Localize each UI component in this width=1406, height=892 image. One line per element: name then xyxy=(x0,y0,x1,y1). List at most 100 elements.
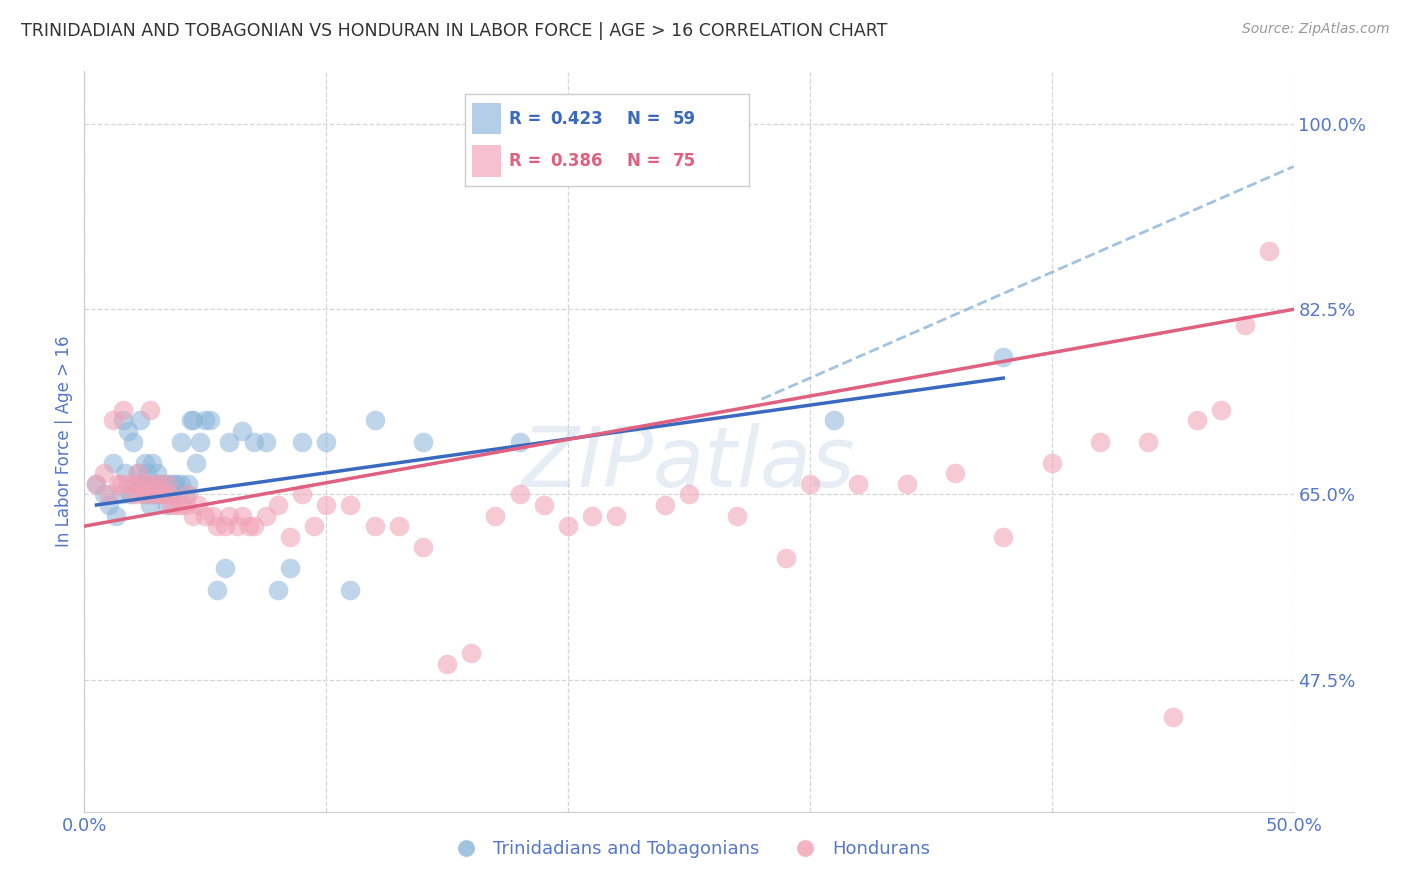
Point xyxy=(198,413,221,427)
Point xyxy=(160,487,183,501)
Point xyxy=(127,467,149,481)
Point xyxy=(129,487,152,501)
Point xyxy=(136,467,159,481)
Point xyxy=(1185,413,1208,427)
Point xyxy=(291,434,314,449)
Point xyxy=(180,413,202,427)
Point xyxy=(231,424,253,438)
Point xyxy=(103,413,125,427)
Point xyxy=(148,476,170,491)
Point xyxy=(605,508,627,523)
Point xyxy=(157,476,180,491)
Point xyxy=(242,519,264,533)
Point xyxy=(214,561,236,575)
Point xyxy=(174,498,197,512)
Point xyxy=(146,467,169,481)
Point xyxy=(120,487,142,501)
Point xyxy=(127,467,149,481)
Point xyxy=(112,402,135,417)
Point xyxy=(155,498,177,512)
Point xyxy=(114,467,136,481)
Point xyxy=(141,487,163,501)
Point xyxy=(187,498,209,512)
Point xyxy=(190,434,212,449)
Point xyxy=(163,476,186,491)
Point xyxy=(117,424,139,438)
Point xyxy=(799,476,821,491)
Point xyxy=(194,413,217,427)
Point xyxy=(138,402,160,417)
Point xyxy=(165,476,187,491)
Point xyxy=(129,413,152,427)
Point xyxy=(129,476,152,491)
Point xyxy=(388,519,411,533)
Point xyxy=(93,467,115,481)
Point xyxy=(138,498,160,512)
Point xyxy=(775,550,797,565)
Point xyxy=(165,498,187,512)
Point xyxy=(242,434,264,449)
Point xyxy=(207,519,229,533)
Text: ZIPatlas: ZIPatlas xyxy=(522,423,856,504)
Point xyxy=(267,582,290,597)
Point xyxy=(278,561,301,575)
Point xyxy=(339,582,361,597)
Point xyxy=(160,498,183,512)
Point xyxy=(412,434,434,449)
Text: Source: ZipAtlas.com: Source: ZipAtlas.com xyxy=(1241,22,1389,37)
Point xyxy=(509,487,531,501)
Point xyxy=(155,476,177,491)
Point xyxy=(134,487,156,501)
Point xyxy=(460,646,482,660)
Point xyxy=(484,508,506,523)
Point xyxy=(1209,402,1232,417)
Point xyxy=(146,487,169,501)
Point xyxy=(363,413,385,427)
Point xyxy=(1258,244,1281,259)
Point xyxy=(254,508,277,523)
Point xyxy=(339,498,361,512)
Point xyxy=(124,476,146,491)
Point xyxy=(1234,318,1257,333)
Point xyxy=(97,487,120,501)
Point xyxy=(93,487,115,501)
Point xyxy=(146,487,169,501)
Point xyxy=(207,582,229,597)
Point xyxy=(267,498,290,512)
Point xyxy=(121,487,143,501)
Point xyxy=(581,508,603,523)
Point xyxy=(110,476,132,491)
Point xyxy=(315,434,337,449)
Point xyxy=(97,498,120,512)
Point xyxy=(184,456,207,470)
Point xyxy=(177,476,200,491)
Point xyxy=(112,413,135,427)
Point xyxy=(412,541,434,555)
Text: TRINIDADIAN AND TOBAGONIAN VS HONDURAN IN LABOR FORCE | AGE > 16 CORRELATION CHA: TRINIDADIAN AND TOBAGONIAN VS HONDURAN I… xyxy=(21,22,887,40)
Legend: Trinidadians and Tobagonians, Hondurans: Trinidadians and Tobagonians, Hondurans xyxy=(441,833,936,865)
Point xyxy=(218,434,240,449)
Point xyxy=(141,487,163,501)
Point xyxy=(153,487,176,501)
Point xyxy=(201,508,224,523)
Point xyxy=(218,508,240,523)
Point xyxy=(150,487,173,501)
Point xyxy=(141,456,163,470)
Point xyxy=(150,487,173,501)
Point xyxy=(110,487,132,501)
Point xyxy=(363,519,385,533)
Point xyxy=(1088,434,1111,449)
Point xyxy=(170,434,193,449)
Point xyxy=(993,530,1015,544)
Point xyxy=(194,508,217,523)
Point xyxy=(131,476,153,491)
Point xyxy=(134,456,156,470)
Point xyxy=(823,413,845,427)
Point xyxy=(1161,709,1184,723)
Point xyxy=(509,434,531,449)
Point xyxy=(86,476,108,491)
Point xyxy=(107,476,129,491)
Point xyxy=(436,657,458,671)
Point xyxy=(157,487,180,501)
Point xyxy=(231,508,253,523)
